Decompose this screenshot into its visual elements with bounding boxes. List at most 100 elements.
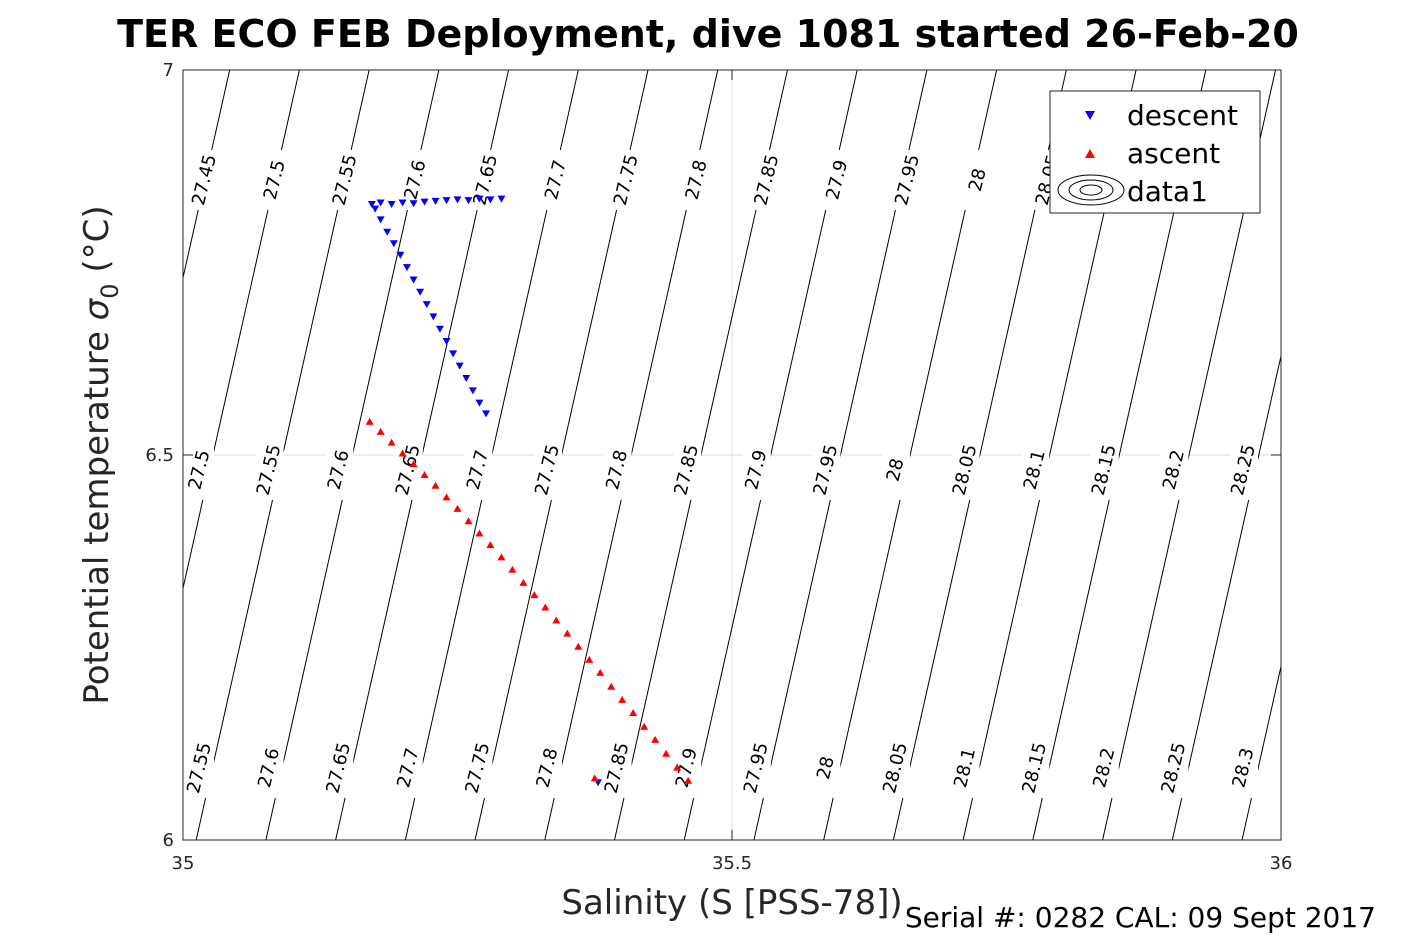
ascent-marker bbox=[453, 504, 462, 512]
ascent-marker bbox=[574, 642, 583, 650]
contour-label-bg bbox=[325, 738, 354, 798]
ascent-marker bbox=[618, 695, 627, 703]
descent-marker bbox=[420, 198, 429, 206]
contour-label-bg bbox=[951, 738, 980, 798]
contour-label-bg bbox=[331, 150, 360, 210]
contour-label-bg bbox=[534, 738, 562, 798]
legend-marker-ascent bbox=[1085, 149, 1095, 158]
descent-marker bbox=[475, 195, 484, 203]
ascent-marker bbox=[497, 553, 506, 561]
legend-box bbox=[1049, 90, 1261, 214]
contour-labels: 27.45 27.5 27.55 27.6 27.65 27.7 27.75 27.8 27.8… bbox=[183, 150, 1260, 798]
contour-label-bg bbox=[882, 738, 910, 798]
contour-label-bg bbox=[964, 150, 993, 210]
x-tick-label: 35 bbox=[172, 853, 195, 874]
contour-label-bg bbox=[394, 738, 423, 798]
ascent-marker bbox=[684, 776, 693, 784]
contour-label-bg bbox=[472, 150, 501, 210]
contour-label-bg bbox=[534, 440, 562, 500]
ascent-marker bbox=[519, 578, 528, 586]
descent-marker bbox=[449, 350, 458, 358]
contour-label-bg bbox=[951, 440, 980, 500]
contour-label-bg bbox=[673, 440, 702, 500]
legend-label-descent: descent bbox=[1127, 99, 1238, 132]
descent-marker bbox=[409, 200, 418, 208]
descent-marker bbox=[367, 200, 376, 208]
descent-marker bbox=[453, 196, 462, 204]
ascent-marker bbox=[508, 565, 517, 573]
contour-label-bg bbox=[823, 150, 852, 210]
ascent-marker bbox=[431, 481, 440, 489]
contour-label-bg bbox=[603, 738, 632, 798]
ascent-marker bbox=[442, 493, 451, 501]
axis-ticks: 35 35.5 36 6 6.5 7 bbox=[145, 60, 1292, 874]
ascent-marker bbox=[409, 460, 418, 468]
contour-label-bg bbox=[812, 440, 841, 500]
descent-marker bbox=[497, 195, 506, 203]
ascent-marker bbox=[398, 449, 407, 457]
ascent-marker bbox=[640, 722, 649, 730]
descent-marker bbox=[435, 325, 444, 333]
y-tick-label: 6.5 bbox=[145, 445, 174, 466]
contour-label-bg bbox=[612, 150, 641, 210]
contour-label-bg bbox=[1230, 440, 1258, 500]
descent-marker bbox=[398, 199, 407, 207]
ascent-marker bbox=[596, 668, 605, 676]
contour-label-bg bbox=[191, 150, 219, 210]
ascent-marker bbox=[387, 438, 396, 446]
contour-label-bg bbox=[1021, 440, 1050, 500]
descent-marker bbox=[376, 199, 385, 207]
ascent-marker bbox=[629, 708, 638, 716]
descent-marker bbox=[429, 313, 438, 321]
ascent-marker bbox=[563, 629, 572, 637]
ascent-marker bbox=[530, 591, 539, 599]
legend-label-data1: data1 bbox=[1127, 175, 1208, 208]
chart-title: TER ECO FEB Deployment, dive 1081 starte… bbox=[117, 12, 1299, 56]
footer-serial-cal: Serial #: 0282 CAL: 09 Sept 2017 bbox=[905, 901, 1376, 934]
contour-label-bg bbox=[812, 738, 841, 798]
descent-marker bbox=[468, 387, 477, 395]
descent-marker bbox=[416, 288, 425, 296]
contour-label-bg bbox=[261, 150, 290, 210]
data-markers bbox=[365, 195, 693, 787]
descent-marker bbox=[475, 399, 484, 407]
contour-line bbox=[1241, 664, 1281, 840]
ascent-marker bbox=[607, 682, 616, 690]
ascent-marker bbox=[552, 616, 561, 624]
ascent-marker bbox=[662, 749, 671, 757]
descent-marker bbox=[442, 197, 451, 205]
contour-label-bg bbox=[882, 440, 910, 500]
ascent-marker bbox=[585, 655, 594, 663]
descent-marker bbox=[486, 196, 495, 204]
descent-marker bbox=[383, 228, 392, 236]
legend: descent ascent data1 bbox=[1049, 90, 1261, 214]
contour-label-bg bbox=[325, 440, 354, 500]
ascent-marker bbox=[651, 735, 660, 743]
ascent-marker bbox=[541, 603, 550, 611]
descent-marker bbox=[464, 197, 473, 205]
descent-marker bbox=[371, 205, 380, 213]
legend-marker-descent bbox=[1085, 111, 1095, 120]
contour-label-bg bbox=[186, 738, 214, 798]
descent-marker bbox=[376, 216, 385, 224]
descent-marker bbox=[442, 338, 451, 346]
ascent-marker bbox=[420, 471, 429, 479]
y-tick-label: 6 bbox=[163, 830, 174, 851]
contour-label-bg bbox=[186, 440, 214, 500]
ascent-marker bbox=[673, 763, 682, 771]
descent-marker bbox=[396, 251, 405, 259]
ascent-marker bbox=[590, 774, 599, 782]
y-axis-label: Potential temperature σ0 (°C) bbox=[77, 205, 124, 704]
ascent-marker bbox=[365, 417, 374, 425]
ascent-marker bbox=[486, 541, 495, 549]
descent-marker bbox=[462, 375, 471, 382]
legend-label-ascent: ascent bbox=[1127, 137, 1220, 170]
contour-line bbox=[1171, 353, 1281, 840]
descent-marker bbox=[431, 197, 440, 205]
ascent-marker bbox=[376, 427, 385, 435]
x-tick-label: 35.5 bbox=[712, 853, 752, 874]
contour-label-bg bbox=[394, 440, 423, 500]
descent-marker bbox=[402, 264, 411, 272]
contour-label-bg bbox=[603, 440, 632, 500]
